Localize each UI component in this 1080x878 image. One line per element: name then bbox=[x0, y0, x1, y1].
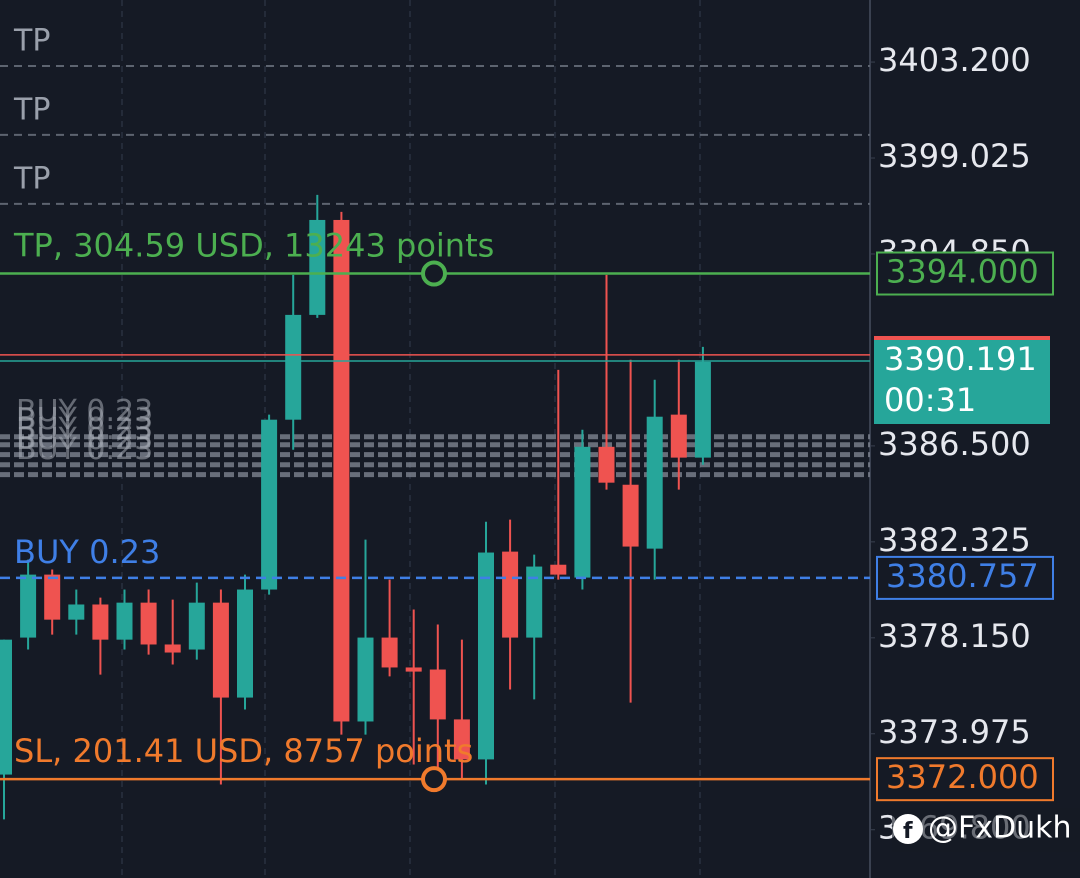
drag-handle bbox=[421, 766, 447, 793]
candle-body bbox=[526, 566, 543, 638]
candle-body bbox=[164, 644, 181, 653]
position-level-label: BUY 0.23 bbox=[16, 422, 153, 457]
candle-body bbox=[453, 719, 470, 760]
candle-body bbox=[68, 604, 85, 620]
candle-body bbox=[502, 551, 519, 638]
take-profit-text: TP, 304.59 USD, 13243 points bbox=[13, 227, 494, 265]
stop-loss-price-label: 3372.000 bbox=[886, 758, 1039, 796]
candle-body bbox=[309, 219, 326, 315]
tp-level-label: TP bbox=[13, 92, 50, 127]
candle-body bbox=[0, 639, 12, 775]
candle-body bbox=[188, 602, 205, 650]
candle-body bbox=[550, 564, 567, 575]
y-tick-label: 3382.325 bbox=[878, 521, 1031, 559]
last-price-label: 3390.191 bbox=[884, 340, 1037, 378]
tp-level-label: TP bbox=[13, 161, 50, 196]
position-level-label: BUY 0.23 bbox=[16, 432, 153, 467]
candle-body bbox=[285, 314, 302, 420]
countdown-label: 00:31 bbox=[884, 381, 976, 419]
candle-body bbox=[670, 414, 687, 458]
stop-loss-text: SL, 201.41 USD, 8757 points bbox=[14, 732, 473, 770]
candle-body bbox=[646, 416, 663, 549]
position-text: BUY 0.23 bbox=[14, 533, 160, 571]
candle-body bbox=[381, 637, 398, 668]
candle-body bbox=[92, 604, 109, 640]
stop-loss-price-box bbox=[876, 757, 1054, 802]
watermark: @FxDukh bbox=[928, 811, 1072, 846]
facebook-icon bbox=[893, 814, 923, 844]
facebook-f: f bbox=[903, 819, 913, 844]
candle-body bbox=[20, 574, 37, 638]
candle-body bbox=[478, 552, 494, 760]
candle-body bbox=[405, 667, 422, 672]
y-tick-label: 3399.025 bbox=[878, 137, 1031, 175]
candle-body bbox=[694, 361, 711, 458]
candle-body bbox=[429, 669, 446, 720]
tp-level-label: TP bbox=[13, 23, 50, 58]
position-price-box bbox=[876, 555, 1054, 600]
position-level-label: BUY 0.23 bbox=[16, 402, 153, 437]
ask-marker bbox=[874, 336, 1050, 340]
position-level-label: BUY 0.23 bbox=[16, 394, 153, 429]
candle-body bbox=[622, 484, 639, 547]
candle-body bbox=[140, 602, 157, 645]
candle-body bbox=[574, 446, 591, 578]
y-tick-label: 3373.975 bbox=[878, 713, 1031, 751]
position-price-label: 3380.757 bbox=[886, 557, 1039, 595]
candle-body bbox=[237, 589, 253, 698]
take-profit-price-box bbox=[876, 251, 1054, 296]
candle-body bbox=[261, 419, 278, 590]
candle-body bbox=[116, 602, 133, 640]
position-level-label: BUY 0.23 bbox=[16, 412, 153, 447]
candle-body bbox=[357, 637, 374, 722]
vertical-grid bbox=[121, 0, 701, 878]
watermark-bg bbox=[892, 808, 1080, 852]
y-tick-label: 3378.150 bbox=[878, 617, 1031, 655]
take-profit-price-label: 3394.000 bbox=[886, 253, 1039, 291]
candle-body bbox=[598, 446, 615, 483]
candle-body bbox=[44, 574, 61, 620]
drag-handle bbox=[421, 260, 447, 287]
last-price-box bbox=[874, 338, 1050, 424]
candle-body bbox=[212, 602, 229, 698]
candle-body bbox=[333, 219, 350, 722]
y-tick-label: 3386.500 bbox=[878, 425, 1031, 463]
y-tick-label: 3403.200 bbox=[878, 41, 1031, 79]
